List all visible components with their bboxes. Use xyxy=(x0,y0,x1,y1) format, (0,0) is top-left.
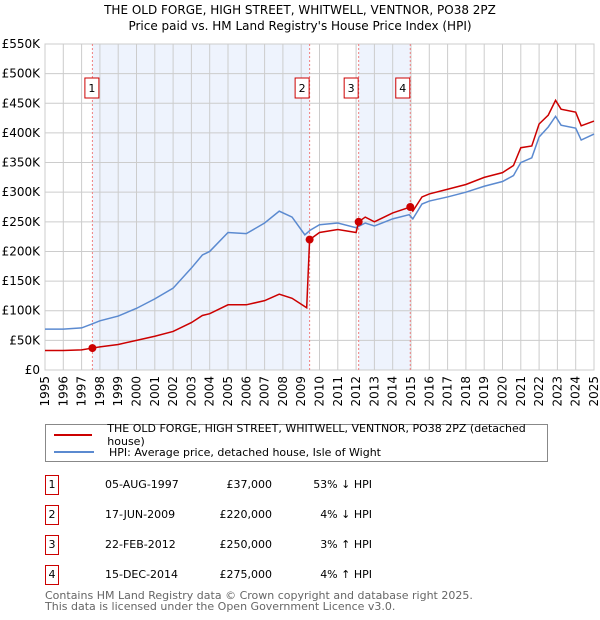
x-tick-label: 2000 xyxy=(130,376,144,407)
legend-label: HPI: Average price, detached house, Isle… xyxy=(109,445,381,459)
sale-label-number: 1 xyxy=(88,82,95,95)
x-tick-label: 2004 xyxy=(203,376,217,407)
x-tick-label: 2024 xyxy=(569,376,583,407)
x-tick-label: 2025 xyxy=(587,376,600,407)
transaction-date: 05-AUG-1997 xyxy=(105,478,179,491)
x-tick-label: 2020 xyxy=(496,376,510,407)
legend-swatch-red xyxy=(54,434,93,436)
y-tick-label: £550K xyxy=(2,37,42,51)
y-tick-label: £250K xyxy=(2,215,42,229)
x-tick-label: 2003 xyxy=(184,376,198,407)
x-tick-label: 2001 xyxy=(148,376,162,407)
y-tick-label: £300K xyxy=(2,185,42,199)
footer-copyright: Contains HM Land Registry data © Crown c… xyxy=(45,589,473,602)
legend-label: THE OLD FORGE, HIGH STREET, WHITWELL, VE… xyxy=(107,422,526,448)
transaction-price: £275,000 xyxy=(219,568,273,581)
chart-title: THE OLD FORGE, HIGH STREET, WHITWELL, VE… xyxy=(104,3,496,17)
transaction-hpi-diff: 3% ↑ HPI xyxy=(320,538,372,551)
sale-point xyxy=(305,235,314,244)
legend-item-hpi: HPI: Average price, detached house, Isle… xyxy=(54,444,381,460)
transaction-price: £220,000 xyxy=(219,508,273,521)
sale-label-number: 4 xyxy=(399,82,406,95)
chart-subtitle: Price paid vs. HM Land Registry's House … xyxy=(128,19,472,33)
x-tick-label: 2002 xyxy=(166,376,180,407)
x-tick-label: 2010 xyxy=(313,376,327,407)
sale-label-box xyxy=(343,77,359,99)
y-tick-label: £400K xyxy=(2,126,42,140)
x-tick-label: 2006 xyxy=(239,376,253,407)
x-tick-label: 1995 xyxy=(38,376,52,407)
x-tick-label: 2018 xyxy=(459,376,473,407)
x-tick-label: 2012 xyxy=(349,376,363,407)
transaction-hpi-diff: 4% ↓ HPI xyxy=(320,508,372,521)
sale-point xyxy=(354,217,363,226)
x-tick-label: 2016 xyxy=(422,376,436,407)
transaction-date: 17-JUN-2009 xyxy=(105,508,176,521)
sale-label-number: 3 xyxy=(348,82,355,95)
sale-label-box xyxy=(84,77,100,99)
transaction-price: £250,000 xyxy=(219,538,273,551)
x-tick-label: 2019 xyxy=(477,376,491,407)
transaction-hpi-diff: 4% ↑ HPI xyxy=(320,568,372,581)
x-tick-label: 2017 xyxy=(441,376,455,407)
x-tick-label: 2013 xyxy=(367,376,381,407)
sale-label-number: 2 xyxy=(299,82,306,95)
sale-point xyxy=(406,203,415,211)
x-tick-label: 2022 xyxy=(532,376,546,407)
property-price-line xyxy=(45,98,595,352)
transaction-number-badge: 1 xyxy=(45,475,59,495)
x-tick-label: 2005 xyxy=(221,376,235,407)
transaction-number-badge: 4 xyxy=(45,565,59,585)
y-tick-label: £450K xyxy=(2,96,42,110)
sale-label-box xyxy=(294,77,310,99)
x-tick-label: 2008 xyxy=(276,376,290,407)
transaction-hpi-diff: 53% ↓ HPI xyxy=(313,478,372,491)
transaction-date: 22-FEB-2012 xyxy=(105,538,176,551)
x-tick-label: 1998 xyxy=(93,376,107,407)
x-tick-label: 1997 xyxy=(75,376,89,407)
transaction-price: £37,000 xyxy=(226,478,273,491)
x-tick-label: 2009 xyxy=(294,376,308,407)
sale-point xyxy=(88,344,97,353)
footer-licence: This data is licensed under the Open Gov… xyxy=(45,600,396,613)
y-tick-label: £500K xyxy=(2,67,42,81)
sale-label-box xyxy=(395,77,411,99)
shaded-range xyxy=(92,44,310,370)
x-tick-label: 2007 xyxy=(258,376,272,407)
y-tick-label: £0 xyxy=(25,363,40,377)
x-tick-label: 2023 xyxy=(550,376,564,407)
x-tick-label: 2021 xyxy=(514,376,528,407)
plot-border xyxy=(44,43,595,371)
hpi-line xyxy=(45,114,595,330)
x-tick-label: 2014 xyxy=(386,376,400,407)
y-tick-label: £150K xyxy=(2,274,42,288)
transaction-date: 15-DEC-2014 xyxy=(105,568,179,581)
x-tick-label: 1996 xyxy=(56,376,70,407)
transaction-number-badge: 3 xyxy=(45,535,59,555)
legend-item-property: THE OLD FORGE, HIGH STREET, WHITWELL, VE… xyxy=(54,422,547,448)
transaction-number-badge: 2 xyxy=(45,505,59,525)
legend: THE OLD FORGE, HIGH STREET, WHITWELL, VE… xyxy=(45,422,548,462)
y-tick-label: £100K xyxy=(2,304,42,318)
y-tick-label: £50K xyxy=(9,333,41,347)
price-chart: 1995 1996 1997 1998 1999 2000 2001 2002 2003 2004… xyxy=(2,37,600,407)
x-tick-label: 2011 xyxy=(331,376,345,407)
y-tick-label: £200K xyxy=(2,244,42,258)
y-tick-label: £350K xyxy=(2,156,42,170)
legend-swatch-blue xyxy=(54,451,94,453)
x-tick-label: 2015 xyxy=(404,376,418,407)
x-tick-label: 1999 xyxy=(111,376,125,407)
